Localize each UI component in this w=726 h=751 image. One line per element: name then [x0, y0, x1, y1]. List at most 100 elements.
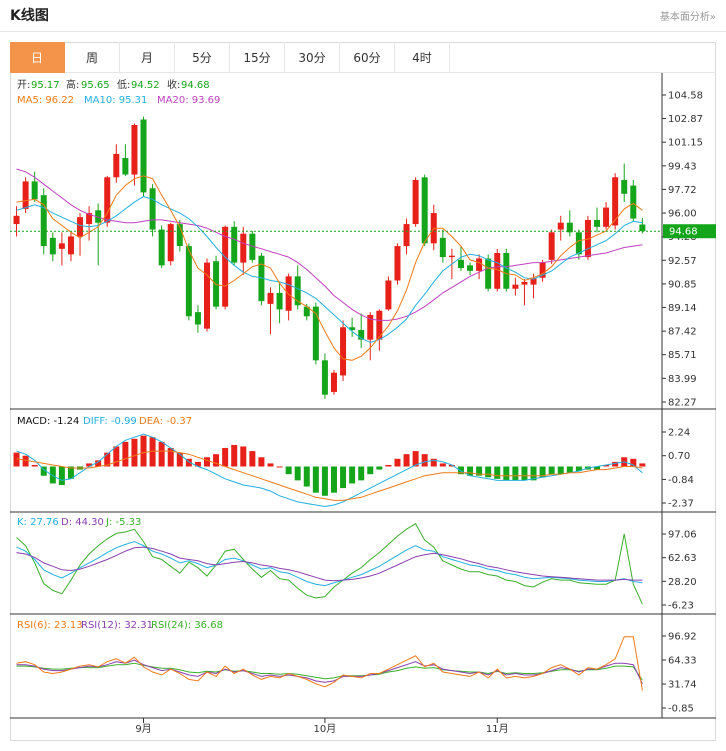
macd-bar [394, 458, 401, 467]
macd-bar [122, 441, 129, 467]
candle-body [49, 237, 56, 255]
kdj-panel: 97.06 62.63 28.20 -6.23 [16, 523, 697, 612]
fundamental-analysis-link[interactable]: 基本面分析» [659, 12, 716, 23]
x-tick-label: 10月 [314, 723, 337, 735]
candle-body [167, 224, 174, 262]
candle-body [467, 265, 474, 271]
candle-body [249, 233, 256, 260]
macd-bar [194, 461, 201, 467]
macd-bar [630, 458, 637, 467]
price-axis-tick-label: 90.85 [668, 279, 697, 290]
price-axis-tick-label: 83.99 [668, 374, 697, 385]
ma5-line [16, 175, 643, 361]
macd-bar [258, 457, 265, 467]
candle-body [258, 255, 265, 302]
macd-bar [276, 466, 283, 468]
chart-frame [10, 42, 716, 741]
candle-body [267, 292, 274, 304]
kdj-axis-tick-label: 62.63 [668, 553, 697, 564]
price-axis-tick-label: 87.42 [668, 327, 697, 338]
macd-bar [494, 466, 501, 479]
candle-body [476, 258, 483, 271]
macd-bar [548, 466, 555, 475]
candle-body [358, 330, 365, 340]
macd-bar [367, 466, 374, 475]
candle-body [222, 226, 229, 307]
candle-body [340, 327, 347, 376]
price-axis-tick-label: 96.00 [668, 209, 697, 220]
candle-body [548, 232, 555, 260]
tab-60min[interactable]: 60分 [340, 42, 395, 73]
macd-bar [612, 461, 619, 467]
macd-axis-tick-label: 2.24 [668, 428, 690, 439]
macd-bar [575, 466, 582, 472]
tab-month[interactable]: 月 [120, 42, 175, 73]
price-axis-tick-label: 85.71 [668, 350, 697, 361]
candle-body [385, 280, 392, 310]
macd-bar [603, 464, 610, 467]
tab-15min[interactable]: 15分 [230, 42, 285, 73]
candle-body [448, 255, 455, 258]
x-tick-label: 11月 [486, 723, 509, 735]
ma5-label: MA5: 96.22 [17, 95, 74, 106]
candle-body [22, 181, 29, 209]
tab-week[interactable]: 周 [65, 42, 120, 73]
candle-body [231, 226, 238, 263]
macd-bar [457, 466, 464, 475]
candle-body [240, 233, 247, 263]
candle-body [104, 177, 111, 223]
price-axis-tick-label: 99.43 [668, 161, 697, 172]
rsi-panel: 96.92 64.33 31.74 -0.85 [16, 632, 697, 715]
candle-body [584, 219, 591, 258]
candle-body [485, 258, 492, 289]
tab-30min[interactable]: 30分 [285, 42, 340, 73]
macd-bar [31, 464, 38, 467]
price-axis-tick-label: 102.87 [668, 114, 703, 125]
macd-bar [340, 466, 347, 489]
candle-body [158, 229, 165, 266]
macd-bar [204, 457, 211, 467]
macd-bar [312, 466, 319, 493]
candle-body [403, 224, 410, 247]
k-label: K: 27.76 [17, 517, 59, 528]
macd-bar [485, 466, 492, 478]
candle-body [31, 181, 38, 200]
candle-body [503, 252, 510, 289]
candle-body [67, 236, 74, 255]
candle-body [621, 180, 628, 194]
period-tabs: 日 周 月 5分 15分 30分 60分 4时 [10, 42, 450, 73]
candle-body [86, 213, 93, 225]
candle-body [530, 277, 537, 285]
tab-5min[interactable]: 5分 [175, 42, 230, 73]
candle-body [457, 259, 464, 269]
price-axis-tick-label: 97.72 [668, 185, 697, 196]
candle-body [330, 372, 337, 392]
macd-bar [512, 466, 519, 481]
candle-body [349, 327, 356, 331]
macd-bar [439, 463, 446, 467]
close-value: 94.68 [181, 80, 210, 91]
open-value: 95.17 [31, 80, 60, 91]
candle-body [40, 195, 47, 247]
rsi-axis-tick-label: 31.74 [668, 680, 697, 691]
open-label: 开: [17, 80, 30, 91]
candle-body [312, 306, 319, 361]
plot-borders [10, 73, 716, 719]
rsi6-label: RSI(6): 23.13 [17, 620, 83, 631]
candle-body [566, 222, 573, 233]
close-label: 收: [167, 78, 180, 91]
price-panel: 104.58102.87101.1599.4397.7296.0094.2892… [10, 91, 716, 409]
candle-body [122, 158, 129, 175]
candle-body [630, 185, 637, 219]
macd-bar [376, 466, 383, 470]
dea-line [16, 450, 643, 501]
macd-bar [412, 451, 419, 467]
d-label: D: 44.30 [61, 517, 104, 528]
candle-body [494, 252, 501, 289]
j-line [16, 523, 643, 605]
tab-day[interactable]: 日 [10, 42, 65, 73]
tab-4hour[interactable]: 4时 [395, 42, 450, 73]
macd-bar [176, 452, 183, 467]
price-axis-tick-label: 92.57 [668, 256, 697, 267]
